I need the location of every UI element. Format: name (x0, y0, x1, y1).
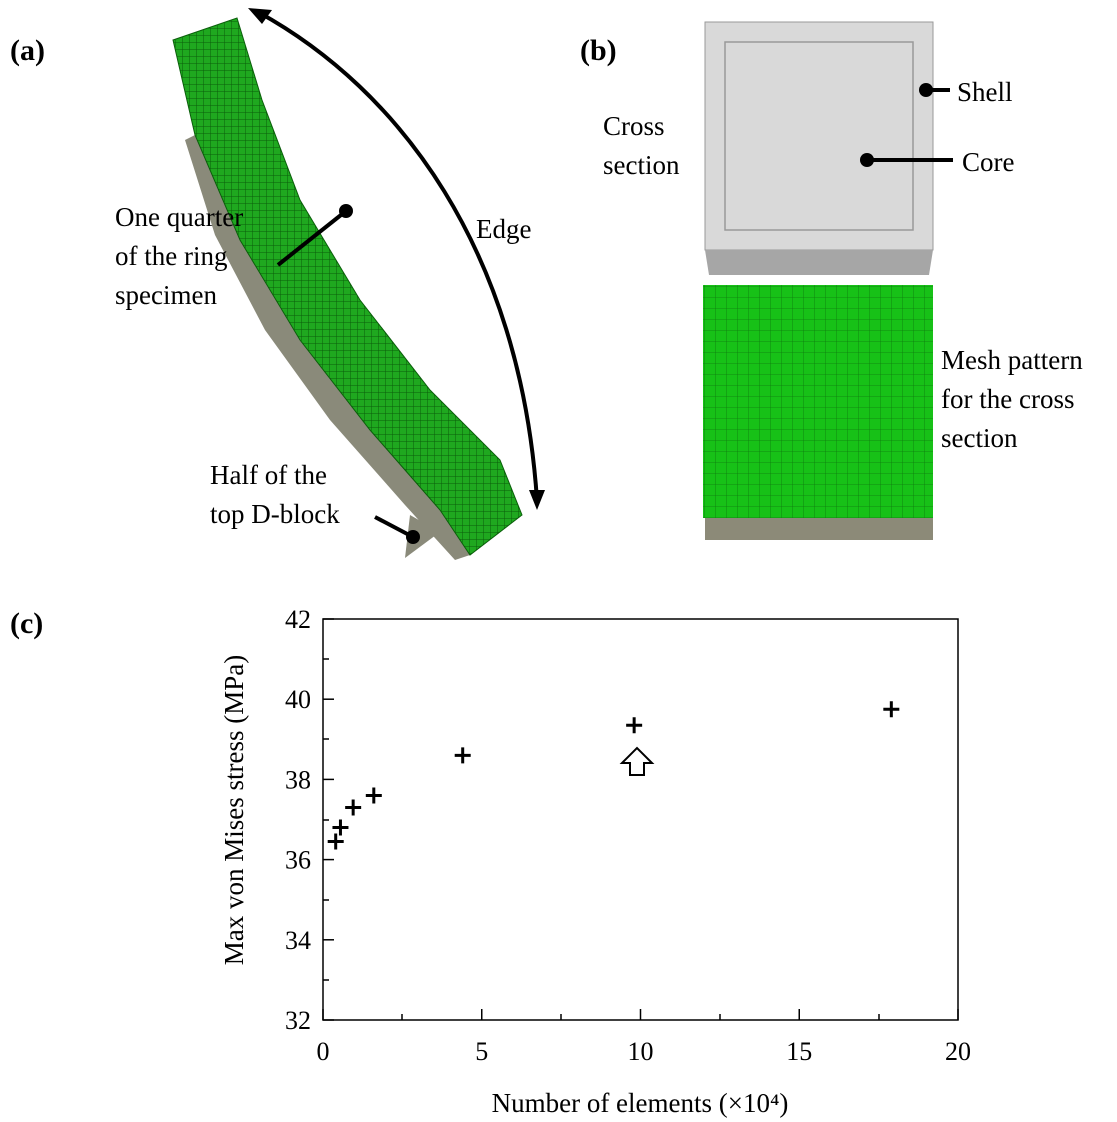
plot: 0 5 10 15 20 32 34 36 38 40 42 (285, 605, 971, 1066)
cross-section (705, 22, 933, 250)
annotation: specimen (115, 280, 217, 310)
x-tick-label: 5 (475, 1037, 488, 1066)
annotation: for the cross (941, 384, 1074, 414)
figure: (a) One quarter of the ring specimen Edg… (0, 0, 1117, 1122)
arrow-head (529, 490, 545, 510)
point (328, 834, 344, 850)
annotation: One quarter (115, 202, 243, 232)
annotation: section (603, 150, 680, 180)
annotation: section (941, 423, 1018, 453)
point (332, 820, 348, 836)
point (626, 717, 642, 733)
minor-ticks (323, 659, 879, 1020)
leader-dot (339, 204, 353, 218)
point (455, 747, 471, 763)
y-tick-label: 38 (285, 765, 311, 794)
point (345, 799, 361, 815)
leader-dot (406, 530, 420, 544)
highlight-arrow (622, 748, 652, 775)
y-axis-label: Max von Mises stress (MPa) (219, 655, 249, 966)
annotation: Cross (603, 111, 665, 141)
panel-label: (c) (10, 607, 43, 640)
point (883, 701, 899, 717)
leader-dot (919, 83, 933, 97)
y-tick-label: 34 (285, 926, 311, 955)
cross-section-side (705, 250, 933, 275)
leader-dot (860, 153, 874, 167)
y-tick-label: 40 (285, 685, 311, 714)
annotation: top D-block (210, 499, 340, 529)
x-tick-label: 20 (945, 1037, 971, 1066)
panel-label: (b) (580, 34, 617, 67)
y-tick-label: 32 (285, 1006, 311, 1035)
annotation: of the ring (115, 241, 227, 271)
x-axis-label: Number of elements (×10⁴) (492, 1088, 789, 1118)
x-tick-label: 15 (786, 1037, 812, 1066)
mesh-pattern (703, 285, 933, 518)
panel-label: (a) (10, 34, 45, 67)
annotation: Half of the (210, 460, 327, 490)
x-tick-label: 10 (628, 1037, 654, 1066)
y-tick-label: 42 (285, 605, 311, 634)
mesh-side (705, 518, 933, 540)
annotation: Mesh pattern (941, 345, 1083, 375)
annotation: Edge (476, 214, 531, 244)
plot-frame (323, 619, 958, 1020)
point (366, 787, 382, 803)
annotation: Shell (957, 77, 1013, 107)
x-tick-label: 0 (317, 1037, 330, 1066)
y-tick-label: 36 (285, 846, 311, 875)
annotation: Core (962, 147, 1015, 177)
